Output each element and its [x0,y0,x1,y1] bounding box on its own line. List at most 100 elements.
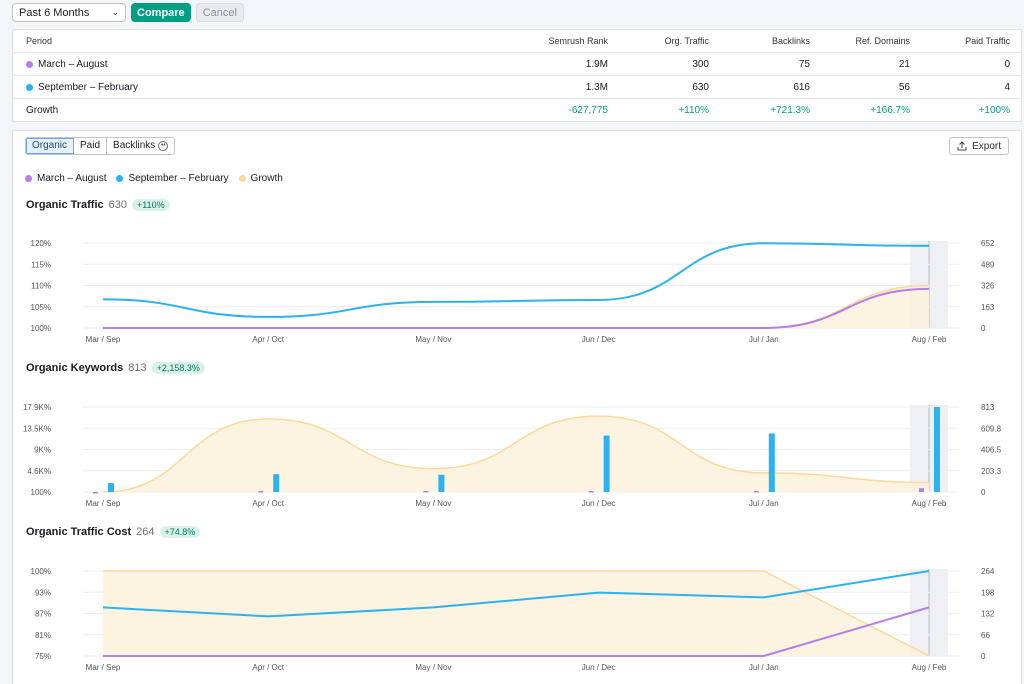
chart-legend: March – August September – February Grow… [25,173,283,184]
right-tick-label: 652 [981,239,995,248]
legend-item[interactable]: September – February [116,173,229,184]
x-tick-label: Jul / Jan [749,499,779,508]
cell-ref-domains: 21 [898,59,910,70]
export-label: Export [972,140,1001,152]
row-period: March – August [26,53,107,76]
legend-item[interactable]: March – August [25,173,106,184]
right-tick-label: 489 [981,260,995,269]
period-dot-icon [26,61,33,68]
x-tick-label: Jul / Jan [749,663,779,672]
cell-paid-traffic: 0 [1004,59,1010,70]
legend-item[interactable]: Growth [238,173,283,184]
left-tick-label: 17.9K% [23,403,51,412]
cell-rank: -627,775 [568,105,608,116]
toolbar: Past 6 Months ⌄ Compare Cancel [12,3,244,22]
x-tick-label: Aug / Feb [912,335,947,344]
right-tick-label: 264 [981,567,995,576]
growth-area [103,416,929,492]
organic-traffic-chart: 120% 652 115% 489 110% 326 105% 163 100% 0 Mar / S… [31,239,995,344]
cell-paid-traffic: 4 [1004,82,1010,93]
bar-march-august [258,490,264,493]
bar-march-august [93,492,98,494]
right-tick-label: 0 [981,488,986,497]
col-org-traffic: Org. Traffic [664,36,709,46]
left-tick-label: 100% [31,324,51,333]
table-row: March – August 1.9M 300 75 21 0 [13,53,1021,76]
right-tick-label: 813 [981,403,995,412]
line-september-february [102,570,930,618]
legend-dot-icon [116,175,124,182]
cell-ref-domains: +166.7% [870,105,910,116]
legend-label: March – August [37,173,107,184]
legend-dot-icon [238,175,246,182]
upload-icon [957,141,967,151]
cell-backlinks: +721.3% [770,105,810,116]
compare-button[interactable]: Compare [131,3,191,22]
left-tick-label: 93% [35,588,51,597]
cell-paid-traffic: +100% [978,105,1010,116]
right-tick-label: 406.5 [981,446,1002,455]
chart-value: 264 [136,526,155,538]
tab-organic[interactable]: Organic [26,138,75,154]
chart-title-organic-keywords: Organic Keywords 813 +2,158.3% [26,362,205,374]
x-tick-label: Jul / Jan [749,335,779,344]
x-tick-label: Jun / Dec [582,499,616,508]
x-tick-label: Apr / Oct [252,499,284,508]
table-row: September – February 1.3M 630 616 56 4 [13,76,1021,99]
left-tick-label: 120% [31,239,51,248]
cell-rank: 1.3M [585,82,608,93]
growth-line [102,415,930,493]
chart-name: Organic Keywords [26,362,124,374]
summary-table: Period Semrush Rank Org. Traffic Backlin… [12,29,1022,122]
left-tick-label: 4.6K% [27,467,51,476]
col-semrush-rank: Semrush Rank [548,36,608,46]
right-tick-label: 132 [981,610,995,619]
right-tick-label: 326 [981,282,995,291]
chart-value: 630 [108,199,127,211]
line-march-august [102,287,930,329]
x-tick-label: May / Nov [415,335,451,344]
bar-march-august [919,488,924,492]
row-period: September – February [26,76,138,99]
tab-paid[interactable]: Paid [74,138,108,154]
cancel-button[interactable]: Cancel [195,3,244,22]
col-period: Period [26,36,53,46]
tab-backlinks[interactable]: Backlinks •• [107,138,175,154]
cell-backlinks: 75 [798,59,810,70]
x-tick-label: May / Nov [415,499,451,508]
growth-badge: +74.8% [159,526,201,538]
growth-badge: +110% [132,199,170,211]
x-tick-label: Aug / Feb [912,499,947,508]
col-ref-domains: Ref. Domains [855,36,910,46]
period-select[interactable]: Past 6 Months ⌄ [12,3,126,22]
line-march-august [103,606,930,657]
x-tick-label: Aug / Feb [912,663,947,672]
growth-badge: +2,158.3% [151,362,205,374]
period-label: September – February [38,82,139,93]
left-tick-label: 115% [31,260,51,269]
bar-september-february [934,407,940,492]
left-tick-label: 105% [31,303,51,312]
col-backlinks: Backlinks [771,36,810,46]
bar-march-august [588,490,594,493]
x-tick-label: Mar / Sep [86,663,121,672]
smiley-icon: •• [158,141,169,151]
bar-september-february [603,435,610,492]
growth-area [103,285,929,328]
growth-area [103,571,929,656]
chart-name: Organic Traffic [26,199,104,211]
x-tick-label: Mar / Sep [86,499,121,508]
left-tick-label: 81% [35,631,51,640]
x-tick-label: Jun / Dec [582,335,616,344]
chart-title-organic-traffic: Organic Traffic 630 +110% [26,199,170,211]
export-button[interactable]: Export [949,137,1009,155]
legend-dot-icon [25,175,32,182]
left-tick-label: 110% [31,282,51,291]
cell-org-traffic: 630 [692,82,709,93]
organic-keywords-chart: 17.9K% 813 13.5K% 609.8 9K% 406.5 4.6K% 203.3 10… [23,403,1002,508]
tab-group: Organic Paid Backlinks •• [25,137,176,155]
cell-ref-domains: 56 [898,82,910,93]
row-period: Growth [26,105,59,116]
right-tick-label: 163 [981,303,995,312]
x-tick-label: May / Nov [415,663,451,672]
